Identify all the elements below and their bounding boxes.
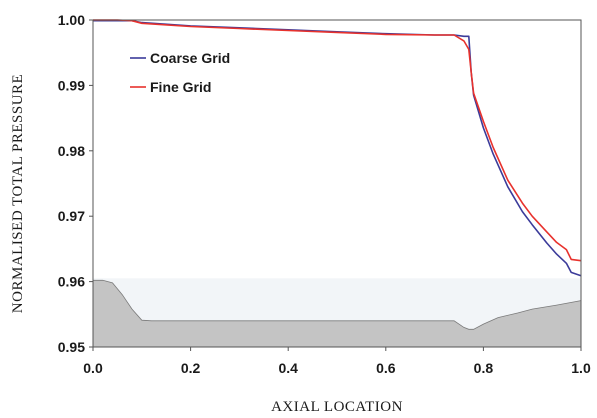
legend-label-fine-grid: Fine Grid	[150, 79, 211, 95]
x-tick-label: 1.0	[571, 360, 591, 376]
y-axis-title: NORMALISED TOTAL PRESSURE	[10, 74, 26, 313]
y-tick-label: 1.00	[58, 12, 85, 28]
x-tick-label: 0.0	[83, 360, 103, 376]
y-tick-label: 0.99	[58, 77, 85, 93]
y-tick-label: 0.95	[58, 339, 85, 355]
x-tick-label: 0.8	[474, 360, 494, 376]
y-tick-label: 0.97	[58, 208, 85, 224]
series-line-fine-grid	[93, 19, 582, 262]
x-axis-title: AXIAL LOCATION	[271, 399, 403, 415]
x-tick-label: 0.4	[278, 360, 298, 376]
plot-frame	[92, 19, 582, 348]
legend-label-coarse-grid: Coarse Grid	[150, 50, 230, 66]
legend: Coarse Grid Fine Grid	[130, 50, 230, 95]
y-tick-label: 0.96	[58, 274, 85, 290]
geometry-area	[92, 279, 582, 348]
x-tick-label: 0.6	[376, 360, 396, 376]
y-tick-label: 0.98	[58, 143, 85, 159]
x-tick-label: 0.2	[181, 360, 201, 376]
